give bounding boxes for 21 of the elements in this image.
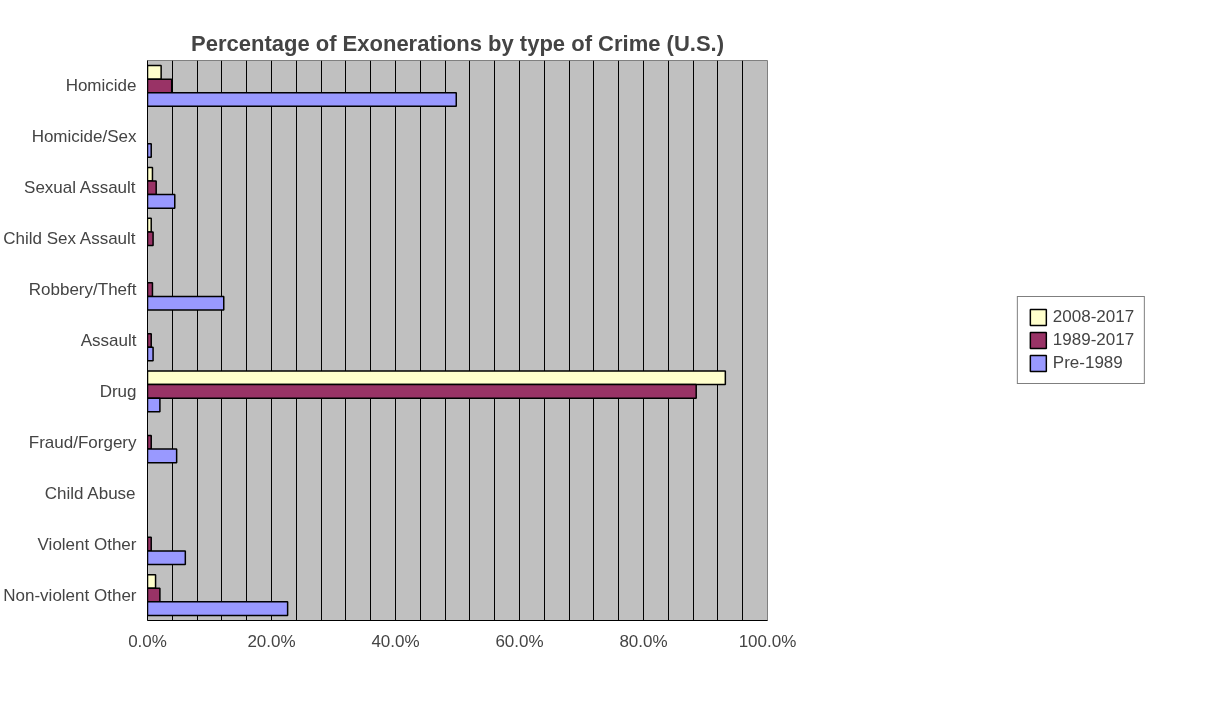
- legend-label: 1989-2017: [1052, 330, 1135, 350]
- y-tick-label: Child Abuse: [44, 483, 136, 503]
- x-tick-label: 0.0%: [128, 631, 167, 651]
- y-tick-label: Drug: [99, 381, 137, 401]
- x-tick-label: 40.0%: [371, 631, 420, 651]
- chart-title: Percentage of Exonerations by type of Crime (U.S.): [191, 30, 725, 56]
- y-tick-label: Assault: [80, 331, 137, 350]
- y-tick-label: Sexual Assault: [24, 178, 136, 198]
- y-tick-label: Non-violent Other: [3, 585, 137, 605]
- y-tick-label: Child Sex Assault: [3, 229, 136, 249]
- y-tick-label: Fraud/Forgery: [28, 432, 137, 452]
- x-tick-label: 60.0%: [495, 631, 544, 651]
- x-tick-label: 100.0%: [738, 631, 797, 651]
- legend-label: 2008-2017: [1052, 307, 1135, 327]
- y-tick-label: Robbery/Theft: [28, 280, 137, 300]
- legend-label: Pre-1989: [1052, 353, 1123, 373]
- y-tick-label: Homicide/Sex: [31, 127, 137, 147]
- x-tick-label: 20.0%: [247, 631, 296, 651]
- x-tick-label: 80.0%: [619, 631, 668, 651]
- y-tick-label: Homicide: [65, 76, 137, 96]
- y-tick-label: Violent Other: [37, 534, 137, 554]
